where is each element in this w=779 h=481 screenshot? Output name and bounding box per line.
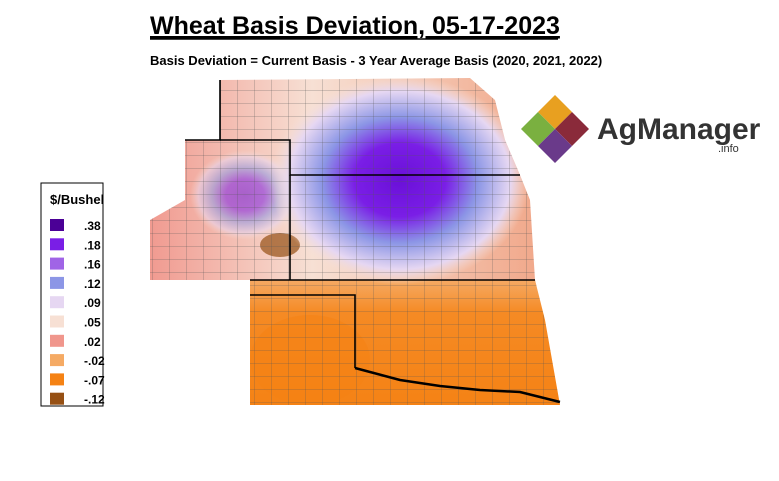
legend-swatch [50,392,64,405]
legend-swatch [50,257,64,270]
logo-name: AgManager [597,113,761,146]
legend-swatch [50,373,64,386]
legend-swatch [50,276,64,289]
subtitle: Basis Deviation = Current Basis - 3 Year… [150,53,602,68]
legend-label: .12 [84,277,101,291]
logo: AgManager .info [521,95,761,163]
legend-label: .16 [84,258,101,272]
legend-swatch [50,219,64,231]
legend-label: .18 [84,238,101,252]
state-borders [185,80,561,404]
legend: $/Bushel .38 .18 .16 .12 .09 .05 .02 -.02 -.07 -.… [50,192,105,407]
legend-swatch [50,334,64,347]
legend-swatch [50,296,64,309]
legend-label: .09 [84,296,101,310]
title: Wheat Basis Deviation, 05-17-2023 [150,12,560,40]
legend-swatch [50,354,64,367]
legend-label: -.07 [84,373,105,387]
logo-suffix: .info [718,143,739,155]
legend-label: .05 [84,316,101,330]
legend-label: .02 [84,335,101,349]
legend-label: .38 [84,219,101,233]
legend-swatch [50,238,64,251]
legend-label: -.02 [84,354,105,368]
legend-swatch [50,315,64,328]
legend-title: $/Bushel [50,192,104,207]
legend-label: -.12 [84,393,105,407]
